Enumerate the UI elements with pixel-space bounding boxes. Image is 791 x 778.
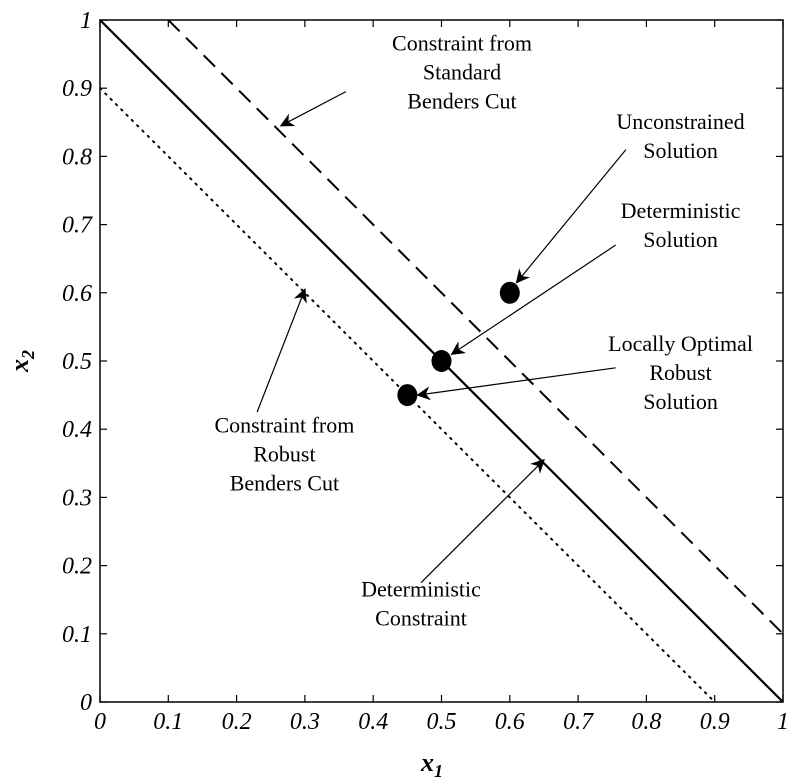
x-tick-label: 0.3 (290, 709, 320, 735)
series-line-standard-benders (167, 20, 783, 635)
annotation-robust-benders-label: Constraint from Robust Benders Cut (214, 413, 354, 496)
x-tick-label: 0.7 (563, 709, 594, 735)
x-tick-label: 0.9 (700, 709, 730, 735)
annotation-robust-solution-label: Locally Optimal Robust Solution (608, 331, 753, 414)
x-axis-label: x1 (420, 748, 443, 778)
y-tick-label: 0.9 (62, 76, 92, 102)
y-tick-label: 0.4 (62, 417, 92, 443)
y-tick-label: 0.6 (62, 281, 92, 307)
ticks-layer: 0 0.1 0.2 0.3 0.4 0.5 0.6 0.7 0.8 0.9 1 0 0.1 0.2 0.3 0… (62, 8, 789, 735)
y-tick-label: 1 (80, 8, 92, 34)
y-tick-label: 0.5 (62, 349, 92, 375)
arrow-robust-benders-label (256, 288, 307, 413)
y-tick-label: 0.7 (62, 213, 93, 239)
arrow-robust-solution-label (416, 367, 616, 401)
y-axis-label: x2 (5, 350, 38, 373)
point-unconstrained (499, 281, 520, 304)
x-tick-label: 0.6 (495, 709, 525, 735)
x-tick-label: 0.1 (153, 709, 183, 735)
arrow-deterministic-solution-label (450, 244, 616, 355)
y-tick-label: 0.1 (62, 622, 92, 648)
x-tick-label: 0.8 (631, 709, 661, 735)
y-tick-label: 0.2 (62, 554, 92, 580)
points-layer (397, 281, 520, 407)
x-tick-label: 0.4 (358, 709, 388, 735)
x-tick-label: 0.2 (222, 709, 252, 735)
annotation-deterministic-solution-label: Deterministic Solution (621, 198, 741, 252)
annotations-layer: Constraint from Standard Benders Cut Uncons… (214, 31, 753, 631)
annotation-deterministic-constraint-label: Deterministic Constraint (361, 576, 481, 630)
point-deterministic-solution (431, 350, 452, 372)
y-tick-label: 0.3 (62, 485, 92, 511)
annotation-standard-benders-label: Constraint from Standard Benders Cut (392, 31, 532, 114)
arrow-standard-benders-label (279, 91, 347, 127)
x-tick-label: 0 (94, 709, 106, 735)
point-robust-solution (397, 384, 418, 407)
annotation-unconstrained-label: Unconstrained Solution (616, 109, 744, 163)
y-tick-label: 0 (80, 690, 92, 716)
x-tick-label: 0.5 (427, 709, 457, 735)
y-tick-label: 0.8 (62, 144, 92, 170)
arrow-deterministic-constraint-label (420, 458, 545, 584)
arrow-unconstrained-label (515, 149, 627, 284)
x-tick-label: 1 (777, 709, 789, 735)
